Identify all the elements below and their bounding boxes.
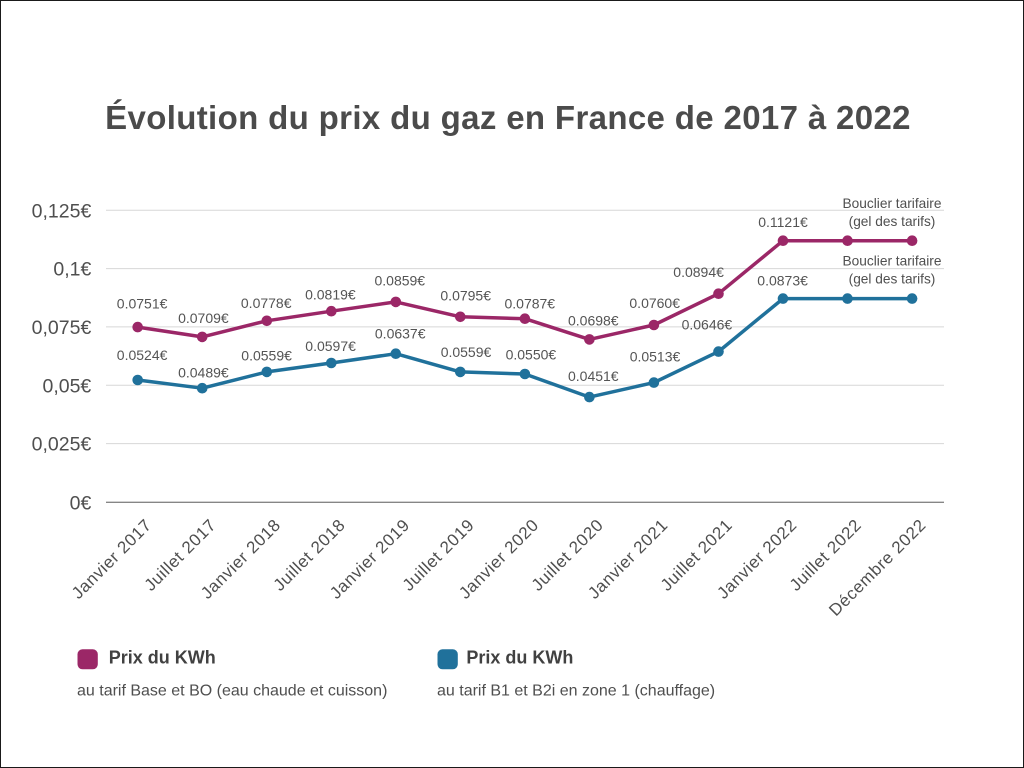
svg-text:0,075€: 0,075€ [32,317,92,339]
svg-text:0.0894€: 0.0894€ [673,264,724,280]
svg-text:0,05€: 0,05€ [42,375,91,397]
svg-text:0.0513€: 0.0513€ [630,349,681,365]
svg-text:0.0646€: 0.0646€ [682,316,733,332]
svg-text:0.0760€: 0.0760€ [629,295,680,311]
svg-text:0.0698€: 0.0698€ [568,313,619,329]
svg-text:Bouclier tarifaire: Bouclier tarifaire [843,196,942,211]
svg-text:(gel des tarifs): (gel des tarifs) [849,214,936,229]
svg-text:au tarif Base et BO (eau chaud: au tarif Base et BO (eau chaude et cuiss… [77,683,387,700]
svg-text:0.0709€: 0.0709€ [178,310,229,326]
svg-text:0.0559€: 0.0559€ [241,347,292,363]
svg-text:Prix du KWh: Prix du KWh [466,647,573,667]
svg-text:0.0859€: 0.0859€ [374,273,425,289]
svg-text:0,025€: 0,025€ [32,434,92,456]
svg-text:0.0597€: 0.0597€ [305,338,356,354]
svg-text:(gel des tarifs): (gel des tarifs) [849,271,936,286]
svg-text:0.0451€: 0.0451€ [568,368,619,384]
svg-text:0,125€: 0,125€ [32,200,92,222]
svg-text:0.0787€: 0.0787€ [504,295,555,311]
svg-text:0,1€: 0,1€ [53,259,91,281]
svg-text:Évolution du prix du gaz en Fr: Évolution du prix du gaz en France de 20… [105,99,911,136]
svg-text:0.0751€: 0.0751€ [117,295,168,311]
svg-text:au tarif B1 et B2i en zone 1 (: au tarif B1 et B2i en zone 1 (chauffage) [437,683,715,700]
svg-text:0.0778€: 0.0778€ [241,295,292,311]
svg-text:0.0524€: 0.0524€ [117,347,168,363]
svg-text:0.1121€: 0.1121€ [758,214,808,230]
svg-text:0.0489€: 0.0489€ [178,365,229,381]
svg-text:0.0550€: 0.0550€ [506,347,557,363]
svg-text:0.0819€: 0.0819€ [305,287,356,303]
svg-text:Bouclier tarifaire: Bouclier tarifaire [843,253,942,268]
svg-text:0€: 0€ [70,492,92,514]
svg-text:0.0873€: 0.0873€ [757,272,808,288]
svg-text:0.0637€: 0.0637€ [375,326,426,342]
svg-text:0.0559€: 0.0559€ [441,344,492,360]
svg-text:Prix du KWh: Prix du KWh [109,647,216,667]
svg-text:0.0795€: 0.0795€ [440,288,491,304]
